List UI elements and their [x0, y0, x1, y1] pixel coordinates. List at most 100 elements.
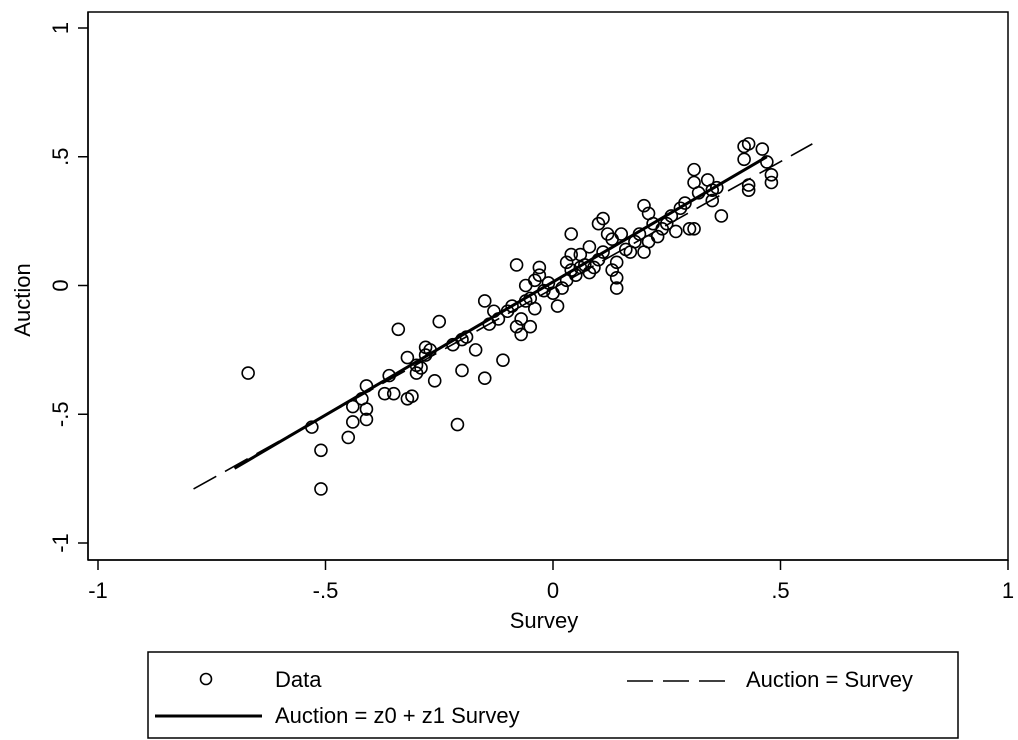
legend: Data Auction = Survey Auction = z0 + z1 …: [147, 651, 959, 739]
data-point: [537, 283, 551, 298]
legend-box: [147, 651, 959, 739]
data-point: [582, 240, 597, 254]
data-point: [687, 162, 701, 177]
fit-lines: [193, 143, 813, 490]
data-point: [496, 353, 510, 367]
y-tick-label: 0: [48, 279, 73, 291]
data-point: [477, 371, 492, 386]
data-point: [550, 299, 565, 313]
data-point: [423, 343, 437, 357]
y-axis-ticks: -1 -.5 0 .5 1: [48, 22, 88, 553]
data-point: [527, 301, 542, 316]
data-point: [305, 420, 319, 434]
data-point: [532, 260, 547, 275]
y-axis-title: Auction: [10, 263, 35, 336]
x-tick-label: 1: [1002, 578, 1014, 603]
data-point: [605, 263, 619, 277]
x-axis-title: Survey: [510, 608, 578, 633]
y-tick-label: 1: [48, 22, 73, 34]
x-axis-ticks: -1 -.5 0 .5 1: [88, 560, 1014, 603]
data-point: [596, 211, 610, 226]
data-point: [687, 222, 701, 236]
data-point: [450, 417, 465, 432]
x-tick-label: .5: [771, 578, 789, 603]
data-point: [391, 322, 406, 337]
data-point: [637, 198, 651, 213]
y-tick-label: .5: [48, 148, 73, 166]
data-point: [664, 209, 679, 223]
data-point: [709, 180, 724, 195]
y-tick-label: -1: [48, 533, 73, 553]
data-point: [609, 270, 624, 285]
data-point: [400, 350, 415, 365]
legend-marker-data: [199, 672, 213, 686]
data-point: [377, 386, 392, 401]
data-point: [491, 312, 506, 326]
identity-line: [193, 143, 813, 490]
data-point: [386, 386, 401, 401]
data-point: [741, 137, 756, 151]
data-point: [564, 227, 579, 241]
data-point: [477, 294, 492, 308]
data-point: [414, 361, 428, 375]
data-point: [241, 366, 255, 380]
data-point: [741, 183, 756, 198]
data-point: [345, 415, 360, 429]
data-point: [487, 304, 501, 319]
data-point: [427, 373, 442, 388]
legend-label-data: Data: [275, 667, 322, 692]
data-point: [587, 260, 601, 275]
data-point: [314, 482, 328, 496]
data-point: [609, 281, 624, 295]
data-point: [682, 222, 697, 236]
data-point: [632, 227, 647, 241]
data-point: [705, 193, 720, 208]
data-point: [578, 258, 592, 272]
data-point: [564, 247, 579, 262]
data-point: [341, 430, 356, 445]
data-point: [628, 234, 642, 249]
data-point: [523, 319, 538, 334]
data-point: [659, 216, 674, 231]
data-point: [345, 399, 360, 414]
data-point: [382, 368, 397, 383]
data-point: [760, 155, 774, 169]
x-tick-label: -.5: [313, 578, 339, 603]
data-point: [405, 389, 419, 404]
data-point: [314, 443, 328, 458]
data-point: [755, 142, 770, 156]
legend-label-identity: Auction = Survey: [746, 667, 913, 692]
data-point: [555, 281, 569, 295]
data-point: [359, 402, 374, 416]
data-point: [359, 379, 374, 393]
data-point: [509, 319, 524, 334]
data-point: [614, 227, 629, 241]
data-point: [714, 209, 729, 223]
data-point: [468, 343, 483, 357]
data-point: [505, 299, 519, 313]
data-point: [432, 314, 447, 329]
data-point: [764, 167, 779, 182]
data-point: [678, 196, 692, 210]
legend-label-fit: Auction = z0 + z1 Survey: [275, 703, 520, 728]
data-points: [241, 137, 779, 496]
data-point: [741, 178, 756, 192]
x-tick-label: 0: [547, 578, 559, 603]
data-point: [514, 327, 528, 342]
data-point: [669, 224, 683, 239]
data-point: [596, 245, 610, 259]
data-point: [691, 186, 706, 200]
data-point: [591, 252, 606, 267]
data-point: [459, 330, 474, 344]
data-point: [509, 258, 524, 272]
x-tick-label: -1: [88, 578, 108, 603]
y-tick-label: -.5: [48, 401, 73, 427]
data-point: [568, 268, 583, 283]
data-point: [764, 175, 779, 190]
data-point: [559, 255, 574, 270]
data-point: [532, 268, 547, 283]
data-point: [609, 255, 624, 270]
data-point: [737, 152, 751, 167]
data-point: [650, 229, 665, 244]
